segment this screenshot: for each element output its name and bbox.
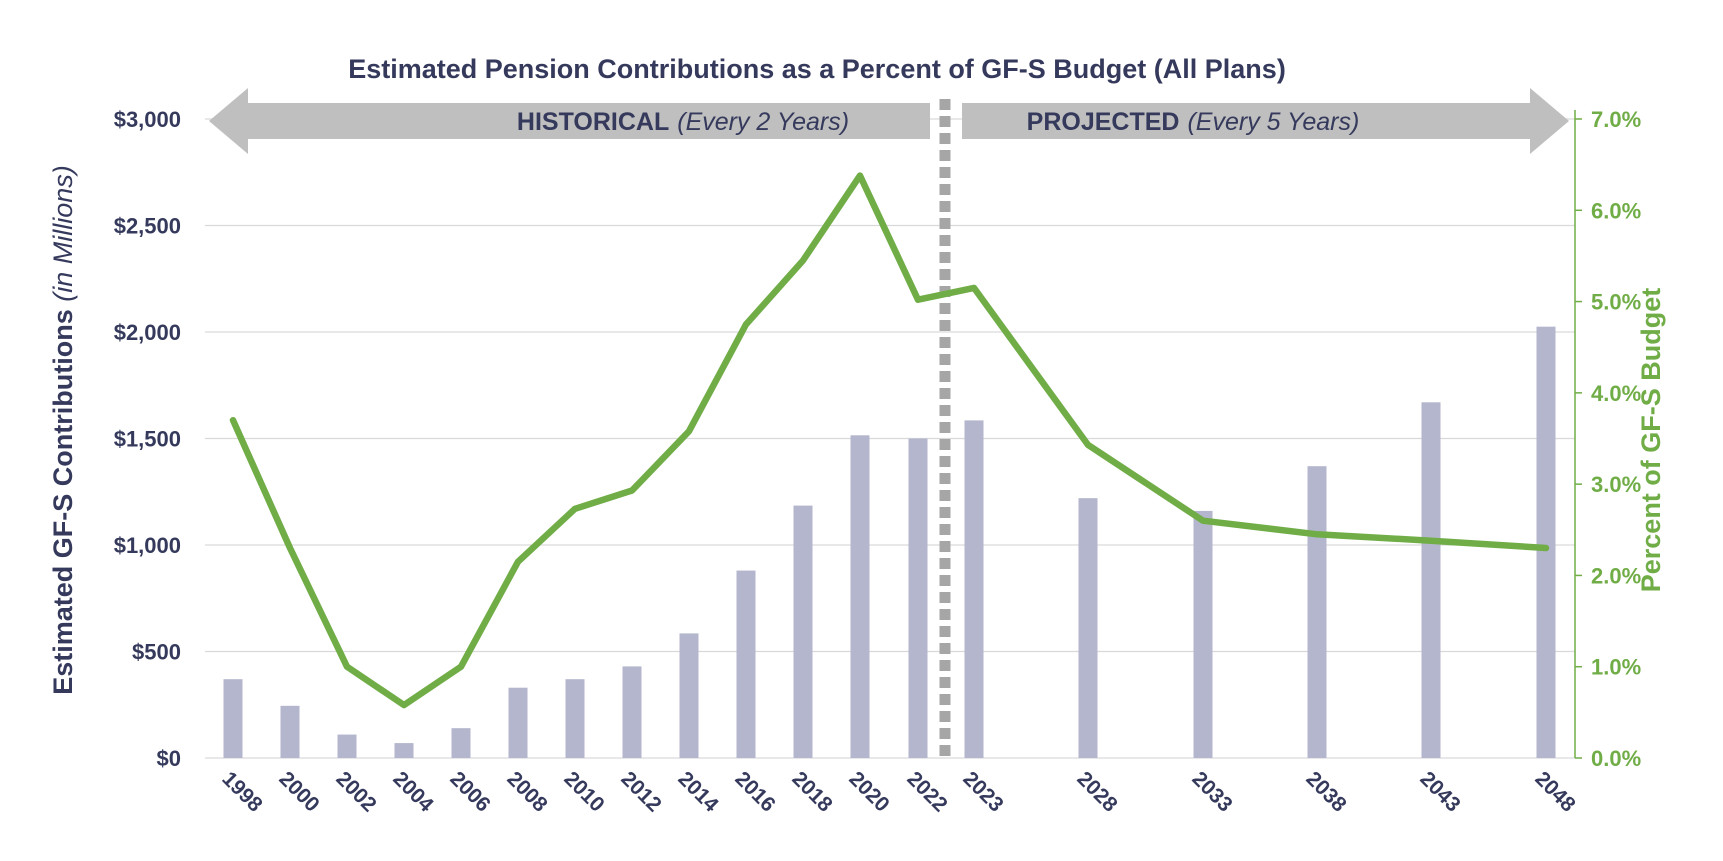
x-tick-2020: 2020 bbox=[844, 767, 893, 816]
left-tick-label: $2,000 bbox=[114, 320, 181, 345]
bar-2004 bbox=[394, 743, 414, 758]
bar-2023 bbox=[964, 420, 984, 758]
x-tick-2038: 2038 bbox=[1301, 767, 1351, 817]
bar-2010 bbox=[565, 679, 585, 758]
period-label-0: HISTORICAL (Every 2 Years) bbox=[517, 108, 849, 136]
right-tick-label: 5.0% bbox=[1591, 290, 1641, 315]
x-tick-2048: 2048 bbox=[1530, 767, 1580, 817]
x-tick-2016: 2016 bbox=[730, 767, 779, 816]
x-tick-1998: 1998 bbox=[217, 767, 267, 817]
bar-2033 bbox=[1193, 510, 1213, 758]
gridlines bbox=[205, 118, 1575, 759]
left-tick-label: $3,000 bbox=[114, 107, 181, 132]
x-tick-2004: 2004 bbox=[388, 767, 438, 817]
right-axis-ticks: 0.0% 1.0% 2.0% 3.0% 4.0% 5.0% 6.0% 7.0% bbox=[1575, 107, 1641, 771]
period-arrows: HISTORICAL (Every 2 Years) PROJECTED (Every… bbox=[209, 88, 1569, 154]
bar-2020 bbox=[850, 435, 870, 758]
right-tick-label: 3.0% bbox=[1591, 472, 1641, 497]
bar-2006 bbox=[451, 728, 471, 758]
x-tick-2023: 2023 bbox=[958, 767, 1007, 816]
bar-2048 bbox=[1536, 326, 1556, 758]
left-tick-label: $500 bbox=[132, 640, 181, 665]
left-axis-label: Estimated GF-S Contributions (in Million… bbox=[48, 165, 78, 695]
left-axis-ticks: $0 $500 $1,000 $1,500 $2,000 $2,500 $3,000 bbox=[114, 107, 181, 771]
period-label-1: PROJECTED (Every 5 Years) bbox=[1027, 108, 1360, 136]
bar-2043 bbox=[1421, 402, 1441, 758]
left-tick-label: $1,000 bbox=[114, 533, 181, 558]
bar-1998 bbox=[223, 679, 243, 758]
x-tick-2012: 2012 bbox=[616, 767, 665, 816]
x-tick-2033: 2033 bbox=[1187, 767, 1236, 816]
bar-2002 bbox=[337, 734, 357, 758]
bar-2022 bbox=[908, 438, 928, 758]
right-tick-label: 6.0% bbox=[1591, 198, 1641, 223]
x-tick-2010: 2010 bbox=[559, 767, 608, 816]
bar-2016 bbox=[736, 570, 756, 758]
left-tick-label: $2,500 bbox=[114, 214, 181, 239]
percent-line bbox=[229, 172, 1550, 709]
x-tick-2002: 2002 bbox=[331, 767, 380, 816]
projected-arrow bbox=[962, 88, 1569, 154]
right-tick-label: 2.0% bbox=[1591, 563, 1641, 588]
x-tick-2000: 2000 bbox=[274, 767, 323, 816]
bar-2000 bbox=[280, 705, 300, 758]
left-tick-label: $0 bbox=[157, 746, 181, 771]
x-tick-2006: 2006 bbox=[445, 767, 494, 816]
bar-series bbox=[223, 326, 1556, 758]
bar-2014 bbox=[679, 633, 699, 758]
chart-title: Estimated Pension Contributions as a Per… bbox=[348, 54, 1286, 84]
left-tick-label: $1,500 bbox=[114, 427, 181, 452]
bar-2018 bbox=[793, 505, 813, 758]
right-tick-label: 1.0% bbox=[1591, 655, 1641, 680]
x-tick-2043: 2043 bbox=[1415, 767, 1464, 816]
line-series bbox=[229, 172, 1550, 709]
bar-2012 bbox=[622, 666, 642, 758]
x-tick-2028: 2028 bbox=[1072, 767, 1122, 817]
bar-2008 bbox=[508, 687, 528, 758]
right-tick-label: 7.0% bbox=[1591, 107, 1641, 132]
x-tick-2022: 2022 bbox=[902, 767, 951, 816]
bar-2038 bbox=[1307, 466, 1327, 758]
right-tick-label: 4.0% bbox=[1591, 381, 1641, 406]
x-axis-ticks: 1998 2000 2002 2004 2006 2008 2010 2012 2014 2016… bbox=[217, 767, 1580, 817]
historical-arrow bbox=[209, 88, 930, 154]
bar-2028 bbox=[1078, 498, 1098, 758]
right-axis-label: Percent of GF-S Budget bbox=[1636, 288, 1666, 593]
x-tick-2014: 2014 bbox=[673, 767, 723, 817]
right-tick-label: 0.0% bbox=[1591, 746, 1641, 771]
x-tick-2008: 2008 bbox=[502, 767, 552, 817]
x-tick-2018: 2018 bbox=[787, 767, 837, 817]
